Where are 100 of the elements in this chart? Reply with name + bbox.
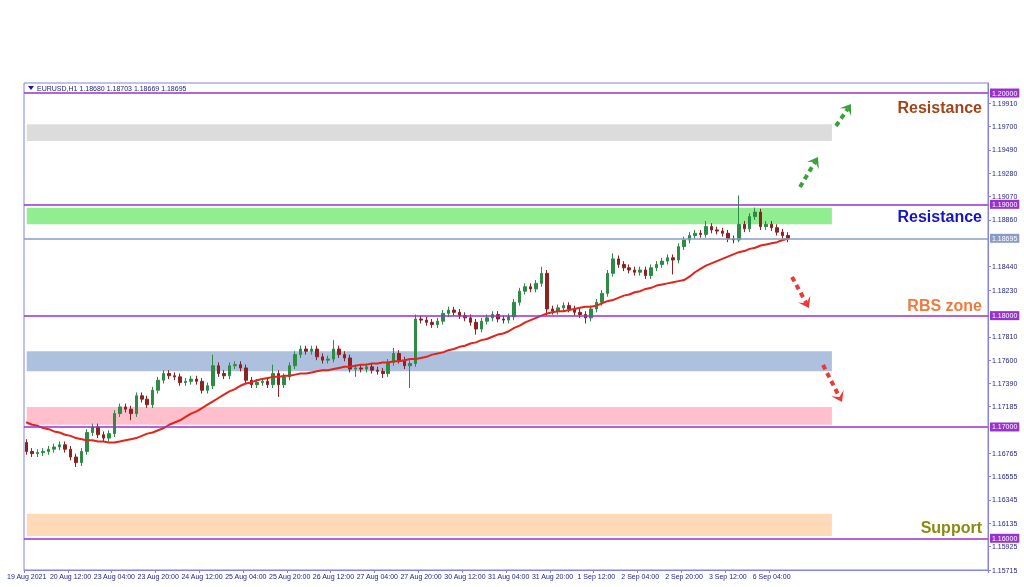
text: Resistance [897,207,983,225]
candlestick [370,363,374,375]
candlestick [47,445,50,456]
candlestick [518,287,521,307]
candlestick [354,364,357,378]
candlestick [693,229,697,240]
candlestick [228,361,231,380]
candlestick [748,212,751,233]
candlestick [474,318,478,336]
candlestick [63,440,67,454]
candlestick [69,445,72,461]
text: RBS zone [907,296,983,314]
candlestick [277,369,280,398]
candlestick [644,266,647,280]
candlestick [397,349,401,365]
candlestick [156,376,160,395]
candlestick [567,301,571,313]
candlestick [315,345,319,361]
candlestick [633,266,636,277]
candlestick [480,317,483,333]
candlestick [343,350,346,362]
candlestick [239,360,242,372]
candlestick [660,257,664,269]
candlestick [759,208,762,231]
candlestick [737,194,741,243]
candlestick [430,318,434,329]
candlestick [786,231,790,243]
candlestick [151,386,154,409]
candlestick [25,438,28,456]
candlestick [704,220,708,239]
candlestick [310,345,313,356]
candlestick [113,409,116,438]
candlestick [408,359,412,389]
candlestick [167,369,171,380]
candlestick [419,315,423,324]
candlestick [540,266,543,288]
candlestick [282,373,286,389]
candlestick [770,220,773,232]
candlestick [135,391,138,418]
candlestick [321,352,324,365]
candlestick [666,253,669,265]
candlestick [178,373,182,387]
candlestick [523,282,527,295]
candlestick [173,371,176,381]
candlestick [222,369,226,380]
candlestick [80,447,83,467]
candlestick [326,355,330,365]
candlestick [189,375,193,386]
candlestick [447,306,450,318]
candlestick [359,364,363,373]
candlestick [753,207,757,221]
candlestick [58,440,61,451]
candlestick [743,220,746,233]
candlestick [129,405,133,421]
candlestick [682,236,686,251]
candlestick [200,377,204,395]
candlestick [36,448,39,458]
candlestick [52,443,56,454]
candlestick [710,222,713,234]
candlestick [255,378,259,389]
candlestick [376,366,379,376]
candlestick [233,360,237,370]
candlestick [184,377,187,387]
candlestick [206,381,209,395]
candlestick [507,312,510,324]
candlestick [562,301,565,312]
text: Resistance [897,98,983,116]
candlestick [30,447,34,458]
candlestick [425,316,428,327]
candlestick [638,266,642,277]
candlestick [124,403,127,413]
candlestick [611,252,615,278]
candlestick [485,314,489,326]
candlestick [529,282,532,293]
candlestick [244,364,248,385]
candlestick [162,369,165,385]
candlestick [41,447,45,457]
candlestick [677,242,680,264]
candlestick [261,377,264,387]
candlestick [715,226,719,235]
candlestick [469,314,472,327]
candlestick [452,306,456,317]
candlestick [74,453,78,468]
candlestick [606,269,609,298]
candlestick [655,260,658,272]
candlestick [332,339,335,363]
candlestick [102,430,105,442]
candlestick [436,317,439,329]
candlestick [534,279,538,293]
candlestick [699,229,702,239]
candlestick [107,429,111,442]
candlestick [578,308,582,319]
candlestick [195,375,198,386]
candlestick [502,315,505,324]
candlestick [299,345,302,359]
candlestick [551,305,554,316]
candlestick [649,263,653,280]
candlestick [781,228,784,240]
candlestick [304,345,308,356]
candlestick [775,223,779,236]
